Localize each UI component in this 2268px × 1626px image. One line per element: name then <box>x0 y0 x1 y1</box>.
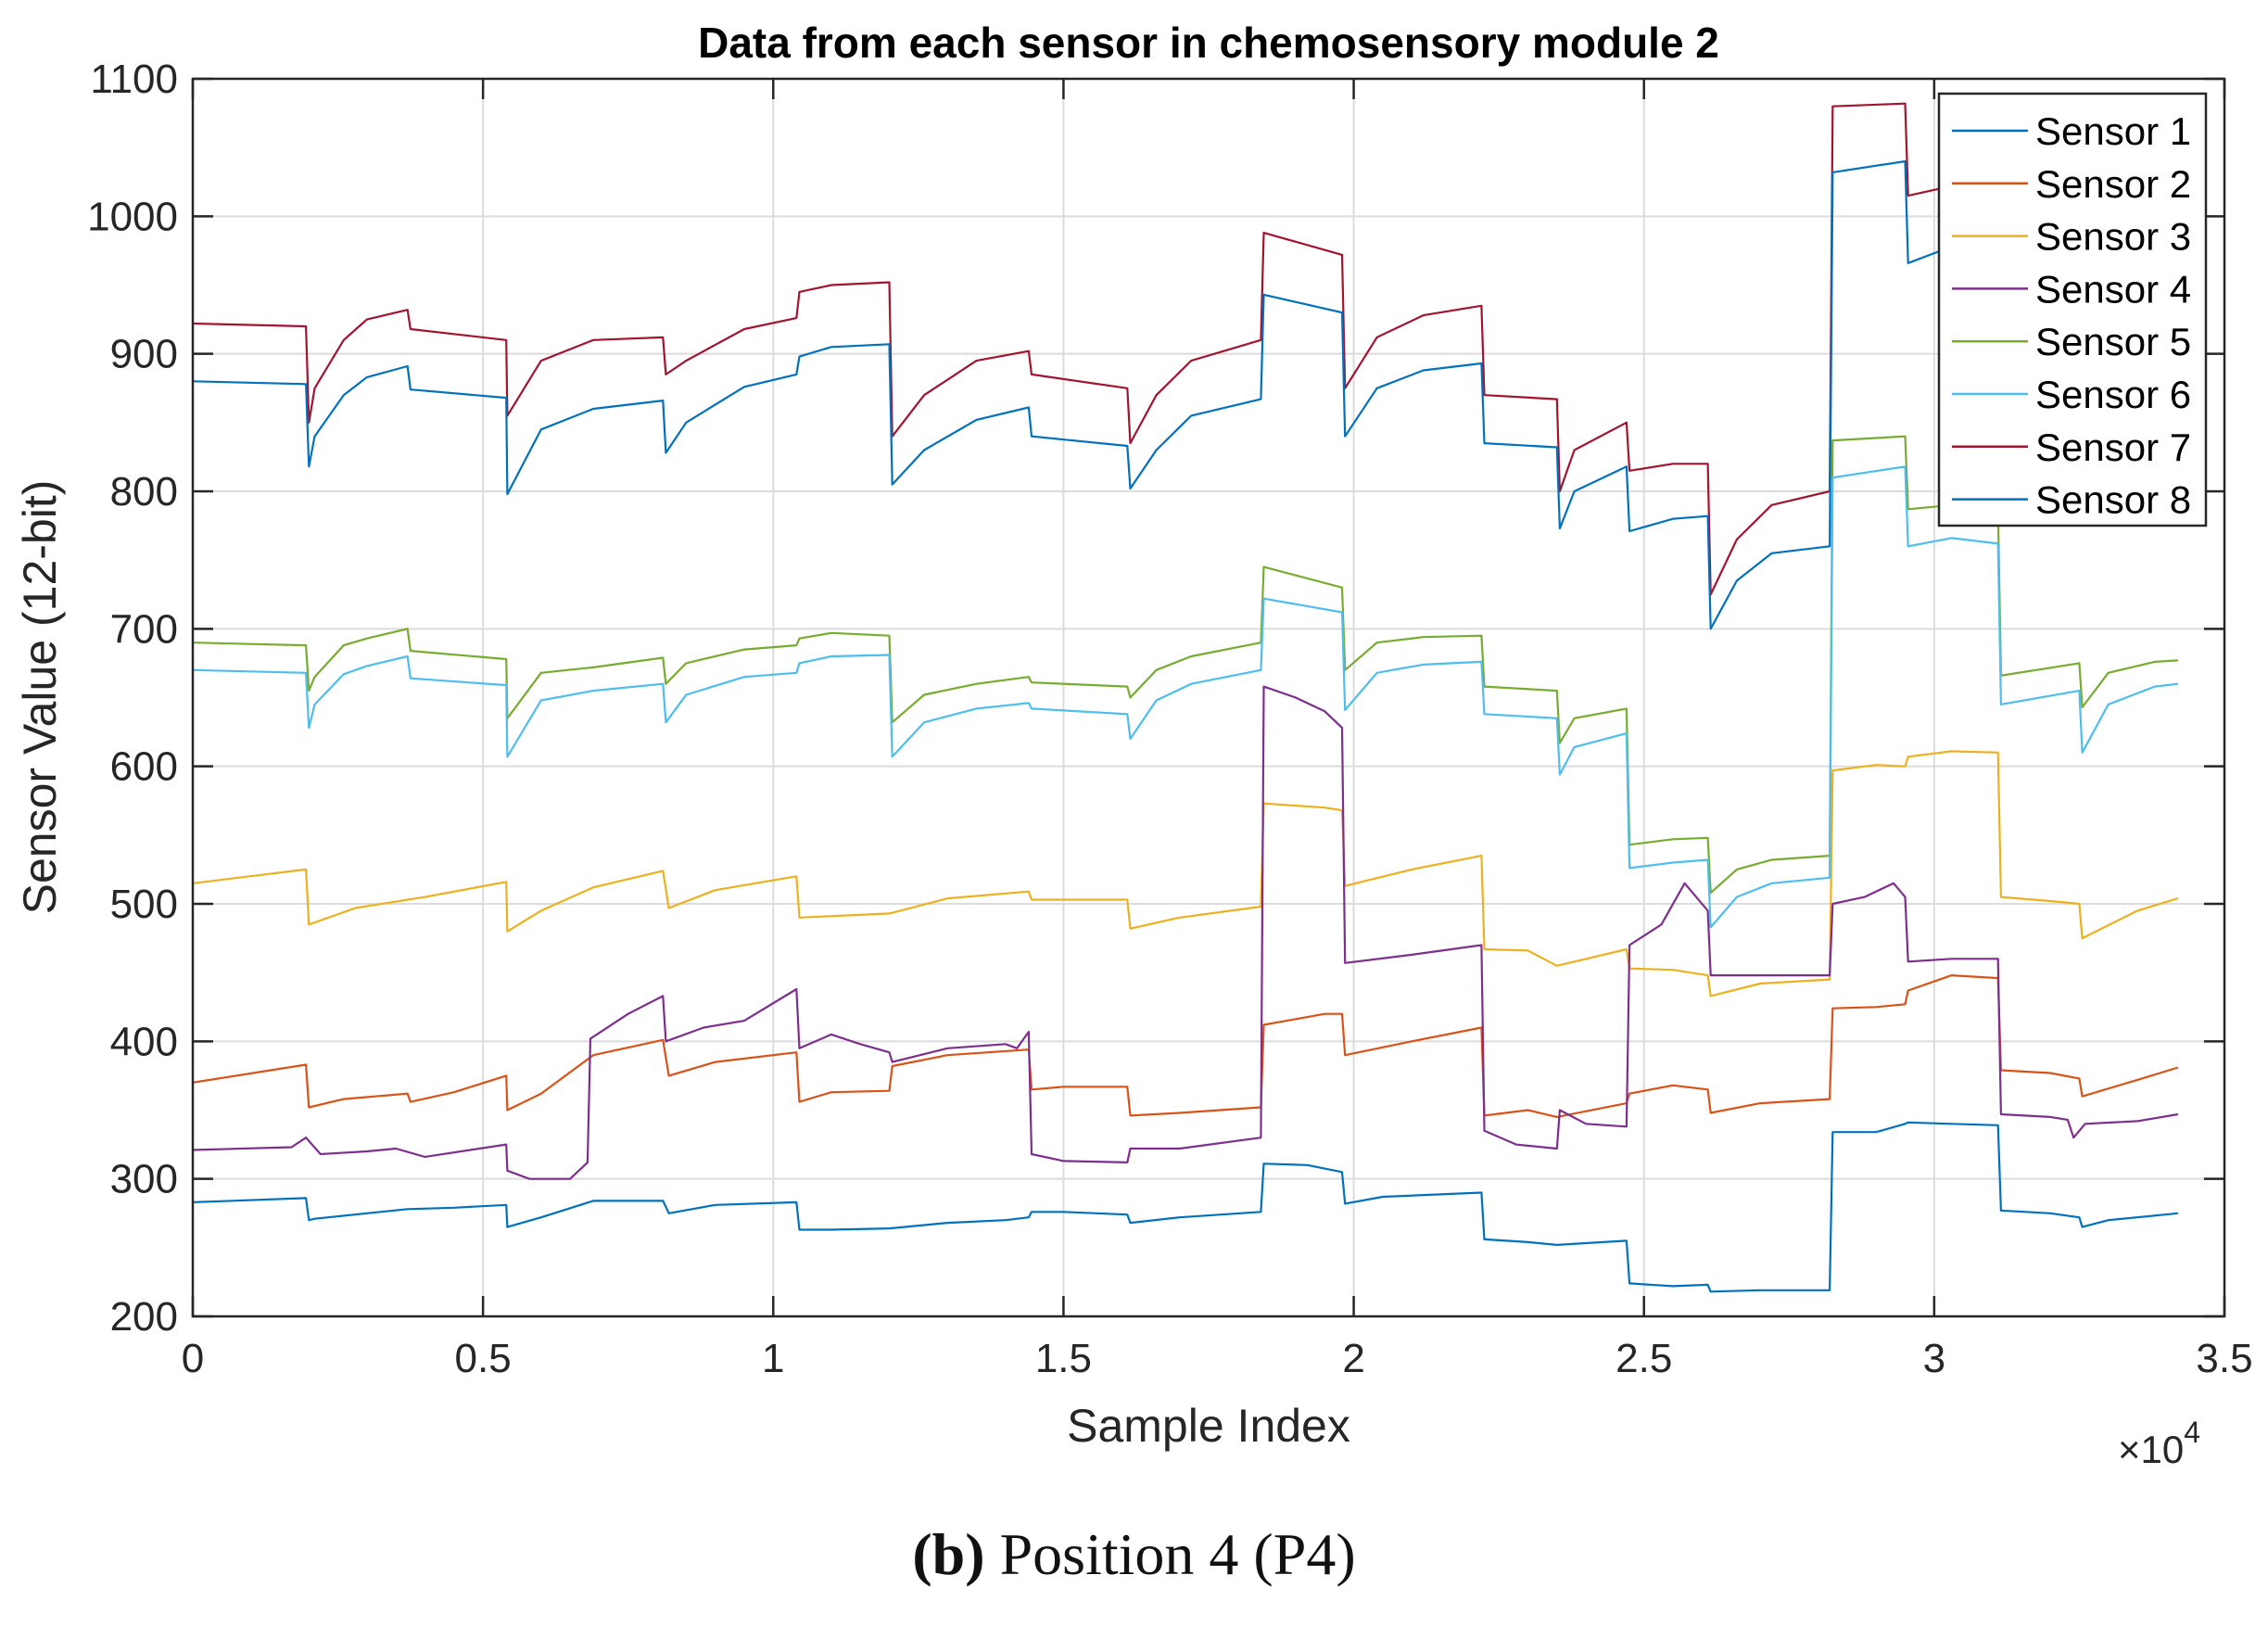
series-line-sensor-4 <box>193 685 2179 1180</box>
series-line-sensor-1 <box>193 1121 2179 1293</box>
series-line-sensor-7 <box>193 102 1952 596</box>
legend-label-sensor-5: Sensor 5 <box>2035 320 2191 363</box>
y-tick-label: 200 <box>110 1294 178 1340</box>
line-chart: 0 0.5 1 1.5 2 2.5 3 3.5 200 300 400 500 600 700 800 90… <box>0 0 2268 1502</box>
y-tick-label: 800 <box>110 469 178 514</box>
y-tick-label: 500 <box>110 882 178 927</box>
y-tick-label: 400 <box>110 1019 178 1064</box>
axes-box <box>191 77 2226 1318</box>
series-line-sensor-5 <box>193 435 2178 895</box>
y-tick-labels: 200 300 400 500 600 700 800 900 1000 1100 <box>87 57 178 1340</box>
y-tick-label: 600 <box>110 744 178 790</box>
x-tick-label: 0.5 <box>455 1336 512 1381</box>
x-tick-label: 0 <box>182 1336 204 1381</box>
chart-title: Data from each sensor in chemosensory mo… <box>698 19 1719 67</box>
x-tick-label: 2.5 <box>1615 1336 1672 1381</box>
x-tick-label: 3 <box>1923 1336 1945 1381</box>
chart-background <box>0 0 2268 1502</box>
y-tick-label: 300 <box>110 1157 178 1202</box>
x-exponent-power: 4 <box>2184 1416 2200 1449</box>
x-tick-labels: 0 0.5 1 1.5 2 2.5 3 3.5 <box>182 1336 2253 1381</box>
legend-label-sensor-3: Sensor 3 <box>2035 215 2191 259</box>
x-tick-label: 1.5 <box>1035 1336 1092 1381</box>
x-tick-label: 1 <box>762 1336 784 1381</box>
x-tick-label: 2 <box>1342 1336 1364 1381</box>
legend-label-sensor-7: Sensor 7 <box>2035 426 2191 469</box>
legend: Sensor 1 Sensor 2 Sensor 3 Sensor 4 Sensor 5… <box>1937 92 2208 527</box>
figure-caption: (b) Position 4 (P4) <box>0 1520 2268 1589</box>
series-line-sensor-6 <box>193 465 2179 929</box>
legend-label-sensor-8: Sensor 8 <box>2035 478 2191 522</box>
legend-label-sensor-4: Sensor 4 <box>2035 267 2191 311</box>
y-tick-label: 900 <box>110 332 178 377</box>
legend-label-sensor-2: Sensor 2 <box>2035 162 2191 206</box>
legend-label-sensor-6: Sensor 6 <box>2035 373 2191 416</box>
series-line-sensor-8 <box>193 159 1952 630</box>
x-exponent-base: ×10 <box>2118 1428 2184 1471</box>
x-tick-label: 3.5 <box>2196 1336 2252 1381</box>
ticks <box>191 77 2226 1318</box>
legend-label-sensor-1: Sensor 1 <box>2035 109 2191 153</box>
y-tick-label: 700 <box>110 606 178 652</box>
y-axis-label: Sensor Value (12-bit) <box>14 480 66 915</box>
caption-label: (b) <box>912 1521 985 1587</box>
series-line-sensor-2 <box>193 973 2179 1119</box>
caption-text: Position 4 (P4) <box>999 1521 1356 1587</box>
y-tick-label: 1000 <box>87 194 178 239</box>
y-tick-label: 1100 <box>90 57 178 102</box>
series-group <box>193 102 2179 1293</box>
legend-box <box>1937 92 2208 527</box>
x-exponent-label: ×104 <box>2118 1416 2200 1471</box>
x-axis-label: Sample Index <box>1067 1400 1350 1452</box>
